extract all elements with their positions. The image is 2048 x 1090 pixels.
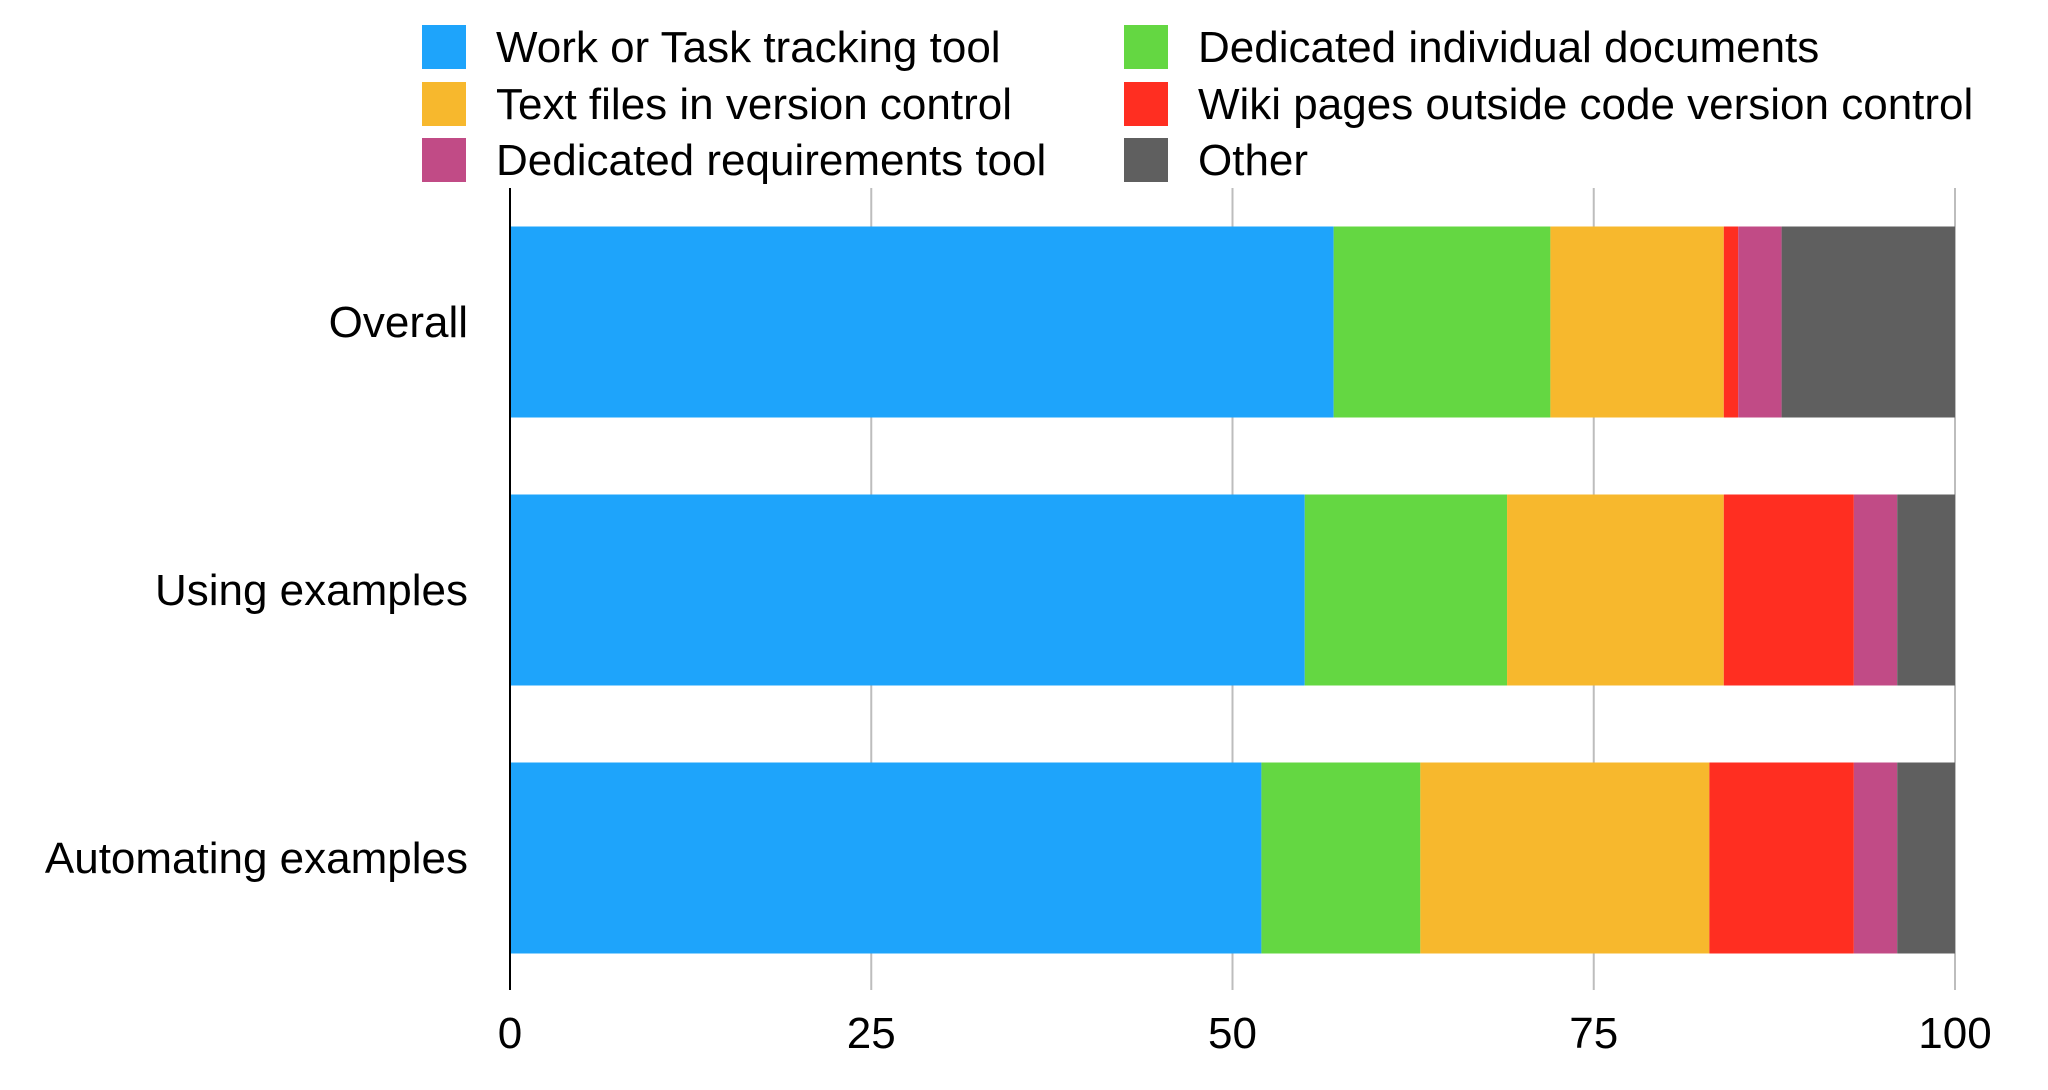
x-tick-label-0: 0 bbox=[498, 1009, 522, 1058]
bar-using-examples-other bbox=[1897, 494, 1955, 686]
x-tick-label-50: 50 bbox=[1208, 1009, 1257, 1058]
bar-automating-examples-wiki-pages-outside-code-version-control bbox=[1709, 762, 1854, 954]
legend-swatch-dedicated-requirements-tool bbox=[422, 138, 466, 182]
legend-swatch-work-or-task-tracking-tool bbox=[422, 25, 466, 69]
bar-overall-dedicated-requirements-tool bbox=[1738, 226, 1782, 418]
category-label-overall: Overall bbox=[329, 298, 468, 347]
bar-overall-dedicated-individual-documents bbox=[1333, 226, 1551, 418]
bar-using-examples-dedicated-requirements-tool bbox=[1853, 494, 1898, 686]
bar-automating-examples-other bbox=[1897, 762, 1955, 954]
bar-using-examples-work-or-task-tracking-tool bbox=[510, 494, 1305, 686]
legend: Work or Task tracking tool Dedicated indi… bbox=[422, 23, 1973, 185]
bar-automating-examples-work-or-task-tracking-tool bbox=[510, 762, 1262, 954]
legend-label-dedicated-requirements-tool: Dedicated requirements tool bbox=[496, 136, 1046, 185]
bar-overall-wiki-pages-outside-code-version-control bbox=[1723, 226, 1739, 418]
bar-automating-examples-dedicated-requirements-tool bbox=[1853, 762, 1898, 954]
x-tick-label-25: 25 bbox=[847, 1009, 896, 1058]
bar-automating-examples-text-files-in-version-control bbox=[1420, 762, 1710, 954]
legend-label-dedicated-individual-documents: Dedicated individual documents bbox=[1198, 23, 1819, 72]
x-tick-label-100: 100 bbox=[1918, 1009, 1991, 1058]
x-tick-label-75: 75 bbox=[1569, 1009, 1618, 1058]
legend-swatch-other bbox=[1124, 138, 1168, 182]
x-tick-labels: 0 25 50 75 100 bbox=[498, 1009, 1992, 1058]
legend-swatch-dedicated-individual-documents bbox=[1124, 25, 1168, 69]
bar-using-examples-wiki-pages-outside-code-version-control bbox=[1723, 494, 1854, 686]
bar-overall-work-or-task-tracking-tool bbox=[510, 226, 1334, 418]
bar-automating-examples-dedicated-individual-documents bbox=[1261, 762, 1421, 954]
bar-using-examples-text-files-in-version-control bbox=[1507, 494, 1724, 686]
bar-overall-text-files-in-version-control bbox=[1550, 226, 1724, 418]
legend-swatch-wiki-pages-outside-code-version-control bbox=[1124, 82, 1168, 126]
bars bbox=[510, 226, 1955, 954]
legend-swatch-text-files-in-version-control bbox=[422, 82, 466, 126]
legend-label-work-or-task-tracking-tool: Work or Task tracking tool bbox=[496, 23, 1001, 72]
legend-label-text-files-in-version-control: Text files in version control bbox=[496, 80, 1012, 129]
bar-using-examples-dedicated-individual-documents bbox=[1304, 494, 1508, 686]
category-labels: Overall Using examples Automating examples bbox=[45, 298, 468, 883]
bar-overall-other bbox=[1781, 226, 1955, 418]
legend-label-other: Other bbox=[1198, 136, 1308, 185]
legend-label-wiki-pages-outside-code-version-control: Wiki pages outside code version control bbox=[1198, 80, 1973, 129]
category-label-automating-examples: Automating examples bbox=[45, 834, 468, 883]
category-label-using-examples: Using examples bbox=[155, 566, 468, 615]
